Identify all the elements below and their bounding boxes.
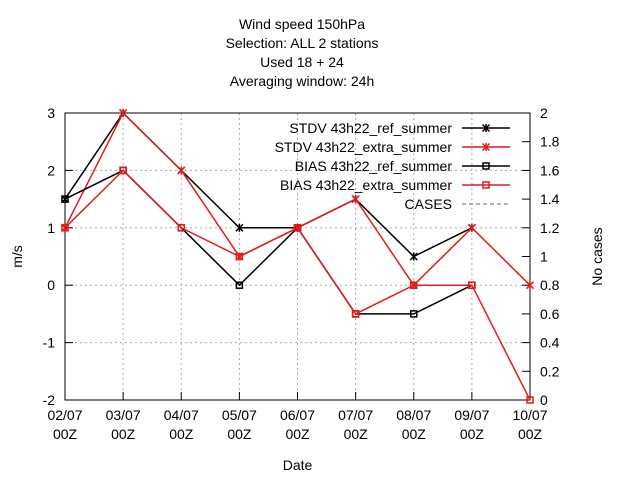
y2-tick-label: 2 bbox=[540, 105, 548, 121]
legend-label: CASES bbox=[405, 196, 452, 212]
x-axis-label: Date bbox=[283, 457, 313, 473]
y-tick-label: -2 bbox=[43, 392, 56, 408]
legend-label: STDV 43h22_ref_summer bbox=[289, 120, 452, 136]
point bbox=[119, 108, 128, 118]
y2-tick-label: 0.4 bbox=[540, 335, 560, 351]
y2-tick-label: 0.8 bbox=[540, 277, 560, 293]
point bbox=[61, 195, 69, 203]
legend-label: BIAS 43h22_ref_summer bbox=[295, 158, 453, 174]
y2-tick-label: 0.6 bbox=[540, 306, 560, 322]
y2-tick-label: 0 bbox=[540, 392, 548, 408]
point bbox=[526, 396, 534, 404]
legend-label: BIAS 43h22_extra_summer bbox=[280, 177, 452, 193]
point bbox=[61, 224, 69, 232]
x-tick-label: 04/07 00Z bbox=[164, 407, 199, 442]
y2-tick-label: 1.8 bbox=[540, 134, 560, 150]
y2-tick-label: 1.2 bbox=[540, 220, 560, 236]
point bbox=[481, 142, 491, 152]
y2-tick-label: 1 bbox=[540, 249, 548, 265]
point bbox=[235, 252, 244, 261]
x-tick-label: 05/07 00Z bbox=[222, 407, 257, 442]
x-tick-label: 07/07 00Z bbox=[338, 407, 373, 442]
x-tick-label: 09/07 00Z bbox=[454, 407, 489, 442]
y-axis-label: m/s bbox=[9, 245, 25, 268]
y-tick-label: 0 bbox=[47, 277, 55, 293]
y-tick-label: 1 bbox=[47, 220, 55, 236]
y2-tick-label: 0.2 bbox=[540, 363, 560, 379]
point bbox=[177, 166, 186, 175]
point bbox=[482, 181, 490, 189]
y-tick-label: 3 bbox=[47, 105, 55, 121]
point bbox=[410, 281, 418, 289]
x-tick-label: 10/07 00Z bbox=[512, 407, 547, 442]
y-tick-label: -1 bbox=[43, 335, 56, 351]
y2-tick-label: 1.4 bbox=[540, 191, 560, 207]
point bbox=[467, 223, 476, 232]
chart-title: Averaging window: 24h bbox=[230, 73, 375, 89]
chart-title: Used 18 + 24 bbox=[260, 54, 344, 70]
y2-axis-label: No cases bbox=[589, 227, 605, 285]
point bbox=[177, 224, 185, 232]
point bbox=[293, 224, 302, 232]
plot-frame bbox=[64, 112, 531, 401]
x-tick-label: 08/07 00Z bbox=[396, 407, 431, 442]
point bbox=[409, 252, 418, 261]
point bbox=[235, 281, 244, 289]
point bbox=[468, 281, 476, 289]
point bbox=[351, 195, 360, 204]
chart-title: Wind speed 150hPa bbox=[239, 16, 365, 32]
point bbox=[481, 123, 491, 133]
point bbox=[351, 310, 360, 318]
x-tick-label: 02/07 00Z bbox=[47, 407, 82, 442]
point bbox=[119, 166, 127, 175]
point bbox=[235, 223, 244, 232]
point bbox=[410, 310, 418, 318]
legend-label: STDV 43h22_extra_summer bbox=[275, 139, 453, 155]
x-tick-label: 06/07 00Z bbox=[280, 407, 315, 442]
point bbox=[525, 281, 535, 290]
x-tick-label: 03/07 00Z bbox=[106, 407, 141, 442]
y2-tick-label: 1.6 bbox=[540, 162, 560, 178]
y-tick-label: 2 bbox=[47, 162, 55, 178]
point bbox=[482, 162, 490, 170]
series-line bbox=[64, 169, 531, 401]
chart-title: Selection: ALL 2 stations bbox=[226, 35, 379, 51]
